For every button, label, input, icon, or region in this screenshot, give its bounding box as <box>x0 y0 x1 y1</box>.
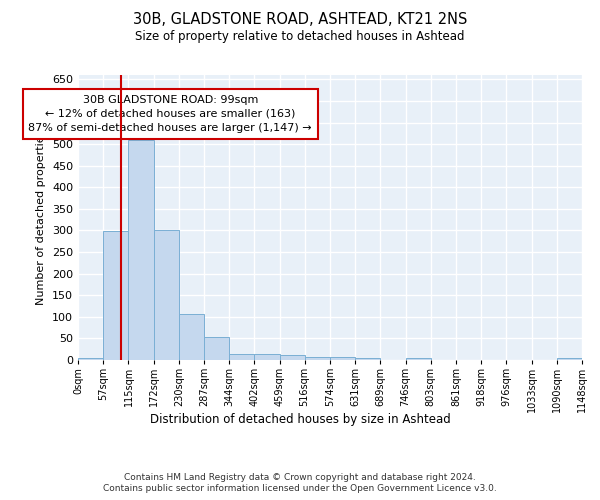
Bar <box>204 337 229 360</box>
Bar <box>229 354 254 360</box>
Text: Size of property relative to detached houses in Ashtead: Size of property relative to detached ho… <box>135 30 465 43</box>
Bar <box>154 230 179 360</box>
Bar <box>103 232 128 360</box>
Text: 30B GLADSTONE ROAD: 99sqm
← 12% of detached houses are smaller (163)
87% of semi: 30B GLADSTONE ROAD: 99sqm ← 12% of detac… <box>28 95 312 133</box>
Bar <box>78 358 103 360</box>
Text: Distribution of detached houses by size in Ashtead: Distribution of detached houses by size … <box>149 412 451 426</box>
Bar <box>406 358 431 360</box>
Bar <box>254 354 280 360</box>
Text: Contains HM Land Registry data © Crown copyright and database right 2024.
Contai: Contains HM Land Registry data © Crown c… <box>103 472 497 494</box>
Bar <box>128 140 154 360</box>
Bar <box>557 358 582 360</box>
Text: 30B, GLADSTONE ROAD, ASHTEAD, KT21 2NS: 30B, GLADSTONE ROAD, ASHTEAD, KT21 2NS <box>133 12 467 28</box>
Y-axis label: Number of detached properties: Number of detached properties <box>37 130 46 305</box>
Bar <box>355 358 380 360</box>
Bar <box>330 356 355 360</box>
Bar <box>305 356 330 360</box>
Bar <box>179 314 204 360</box>
Bar <box>280 355 305 360</box>
